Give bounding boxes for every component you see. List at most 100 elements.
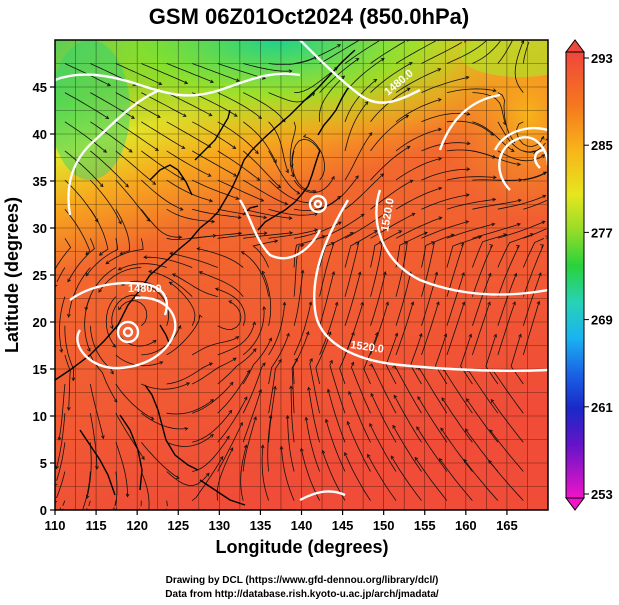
streamline-arrow <box>106 82 111 87</box>
streamline <box>115 150 156 185</box>
streamline-arrow <box>373 230 378 234</box>
streamline <box>64 121 107 153</box>
colorbar-bottom-triangle <box>565 497 585 511</box>
streamline-arrow <box>513 272 517 277</box>
streamline <box>417 396 448 443</box>
streamline <box>85 267 117 311</box>
streamline-arrow <box>278 358 282 363</box>
streamline <box>305 417 320 472</box>
streamline-arrow <box>274 239 279 244</box>
streamline <box>523 171 548 181</box>
streamline-arrow <box>487 301 491 306</box>
streamline-arrow <box>464 428 469 433</box>
streamline <box>467 368 499 414</box>
streamline <box>59 296 66 353</box>
x-tick-label: 110 <box>45 518 66 533</box>
streamline <box>418 366 448 414</box>
streamline-arrow <box>373 79 378 83</box>
streamline-arrow <box>156 114 161 118</box>
streamline-arrow <box>314 228 319 233</box>
streamline <box>344 58 385 93</box>
streamline <box>319 302 338 356</box>
streamline-arrow <box>150 416 155 420</box>
streamline <box>490 399 524 443</box>
streamline <box>329 360 346 414</box>
streamline <box>497 195 546 210</box>
streamline <box>472 92 506 125</box>
streamline-arrow <box>437 68 442 72</box>
streamline-arrow <box>110 370 114 375</box>
streamline <box>141 150 184 180</box>
streamline <box>166 179 213 202</box>
streamline <box>115 471 118 506</box>
streamline <box>192 63 240 82</box>
x-tick-label: 130 <box>208 518 230 533</box>
streamline <box>115 92 161 118</box>
x-tick-label: 120 <box>126 518 148 533</box>
streamline-arrow <box>304 416 309 421</box>
streamline <box>497 233 534 268</box>
streamline <box>370 230 402 268</box>
streamline <box>421 221 469 239</box>
streamline <box>395 128 442 152</box>
streamline <box>291 138 320 168</box>
streamline-arrow <box>235 336 240 340</box>
streamline <box>472 223 521 239</box>
colorbar-ticks: 293 285 277 269 261 253 <box>584 51 613 502</box>
y-tick-label: 0 <box>40 503 47 518</box>
x-tick-label: 115 <box>86 518 107 533</box>
streamline-arrow <box>168 281 173 286</box>
x-tick-label: 135 <box>250 518 272 533</box>
streamline <box>217 63 266 79</box>
streamline <box>141 412 188 430</box>
streamline <box>446 88 496 93</box>
streamline-arrow <box>282 301 287 306</box>
streamline-arrow <box>290 173 295 178</box>
streamline <box>115 383 154 420</box>
streamline-arrow <box>228 409 233 414</box>
streamline-arrow <box>417 396 421 400</box>
streamline-arrow <box>393 394 398 399</box>
streamline <box>217 92 262 119</box>
streamline <box>319 271 335 326</box>
streamline-arrow <box>186 382 191 386</box>
streamline-arrow <box>253 416 257 421</box>
streamline <box>217 300 242 330</box>
streamline-arrow <box>406 145 411 150</box>
streamline <box>446 40 487 64</box>
streamline-arrow <box>408 62 413 66</box>
streamline <box>421 272 438 326</box>
y-tick-label: 5 <box>40 456 47 471</box>
streamline-arrow <box>229 381 234 386</box>
streamline <box>215 288 246 326</box>
streamline-arrow <box>414 456 419 461</box>
streamline-arrow <box>382 271 387 276</box>
streamline-arrow <box>350 361 355 366</box>
streamline-arrow <box>208 362 213 366</box>
streamline <box>435 333 448 385</box>
streamline <box>56 471 66 499</box>
streamline <box>217 396 248 443</box>
streamline-arrow <box>461 301 466 306</box>
streamline-arrow <box>344 451 348 456</box>
streamline <box>90 121 133 153</box>
streamline-arrow <box>288 69 293 74</box>
streamline <box>143 256 193 268</box>
streamline-arrow <box>288 216 293 220</box>
streamline-arrow <box>175 475 180 479</box>
streamline-arrow <box>214 287 219 292</box>
streamline <box>497 150 545 162</box>
streamline-arrow <box>327 388 331 393</box>
streamline-arrow <box>329 359 333 364</box>
streamline <box>293 302 312 356</box>
coastlines <box>55 49 356 506</box>
streamline <box>68 267 91 318</box>
streamline <box>497 40 513 64</box>
streamline-arrow <box>489 244 494 248</box>
streamline-arrow <box>67 313 71 318</box>
streamline <box>370 62 413 93</box>
streamline <box>217 370 250 414</box>
streamline <box>395 232 428 268</box>
streamline <box>140 471 150 510</box>
streamline <box>497 301 516 356</box>
